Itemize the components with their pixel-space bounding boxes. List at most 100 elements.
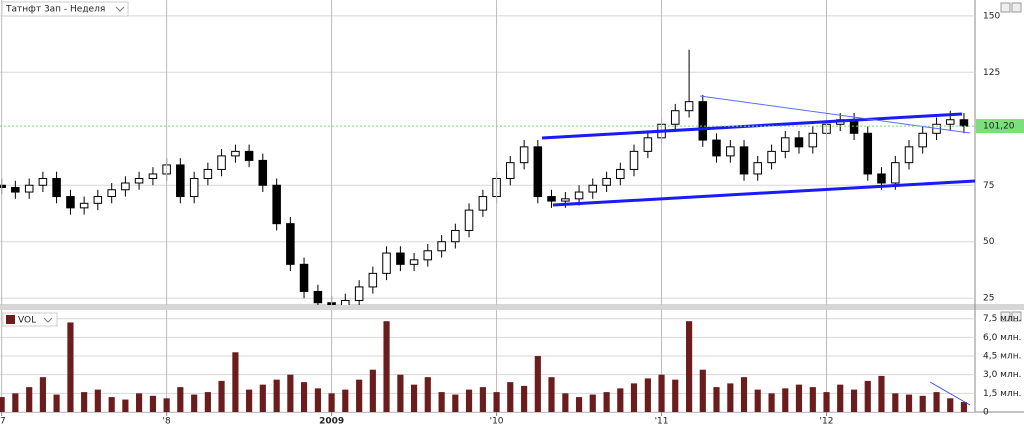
candle-body: [698, 101, 708, 141]
candle-body: [643, 137, 653, 152]
candle-body: [93, 196, 103, 204]
y-tick-label: 4,5 млн.: [983, 352, 1021, 362]
candle-body: [203, 168, 213, 179]
volume-bar: [947, 398, 954, 412]
candle-body: [0, 184, 6, 189]
candle-body: [52, 177, 61, 198]
x-tick-label: '12: [820, 417, 834, 427]
volume-bar: [507, 382, 514, 412]
panel-button[interactable]: [1011, 311, 1022, 322]
candle-body: [794, 137, 804, 148]
candle-body: [767, 150, 776, 164]
last-price-box: [976, 119, 1024, 134]
candle-body: [670, 110, 680, 125]
candle-body: [451, 229, 460, 243]
volume-bar: [740, 377, 748, 412]
candle-body: [148, 173, 158, 179]
candle-body: [945, 119, 955, 125]
volume-bar: [617, 388, 624, 412]
volume-bar: [603, 392, 610, 412]
candle-body: [189, 177, 199, 198]
volume-bar: [26, 387, 33, 412]
panel-button[interactable]: [1000, 311, 1011, 322]
volume-bar: [878, 375, 885, 412]
volume-bar: [177, 387, 184, 412]
candle-body: [877, 173, 886, 184]
volume-bar: [630, 383, 638, 412]
volume-bar: [149, 395, 157, 412]
volume-bar: [397, 374, 404, 412]
y-tick-label: 125: [983, 68, 1000, 78]
volume-plot: [0, 310, 975, 412]
candle-body: [863, 132, 873, 175]
last-price-label: 101,20: [983, 122, 1015, 132]
volume-bar: [53, 394, 60, 412]
candle-body: [684, 101, 694, 112]
volume-bar: [548, 377, 555, 412]
candle-body: [38, 177, 48, 186]
volume-bar: [672, 379, 679, 412]
volume-bar: [383, 321, 390, 412]
panel-button[interactable]: [1011, 2, 1022, 13]
candle-body: [24, 184, 34, 193]
candle-body: [217, 155, 226, 170]
y-tick-label: 50: [983, 237, 995, 247]
volume-bar: [809, 387, 816, 412]
volume-bar: [658, 374, 665, 412]
candle-body: [341, 299, 350, 305]
x-tick-label: '8: [163, 417, 171, 427]
volume-bar: [438, 392, 445, 412]
volume-bar: [575, 397, 583, 412]
volume-bar: [782, 388, 789, 412]
volume-bar: [452, 394, 459, 412]
volume-bar: [411, 384, 418, 412]
candle-body: [134, 177, 144, 184]
candle-body: [121, 182, 130, 191]
dropdown-arrow: [43, 317, 53, 323]
volume-bar: [287, 374, 294, 412]
volume-bar: [218, 380, 225, 412]
candle-body: [423, 250, 433, 261]
symbol-selector[interactable]: [1, 1, 129, 17]
trend-line: [699, 95, 971, 134]
price-plot: [0, 0, 975, 305]
candle-body: [258, 159, 268, 186]
volume-bar: [686, 321, 693, 412]
volume-bar: [713, 387, 720, 412]
candle-body: [616, 168, 625, 179]
volume-bar: [699, 369, 706, 412]
volume-bar: [246, 389, 253, 412]
volume-bar: [424, 377, 431, 412]
panel-separator: [0, 304, 1024, 310]
candle-body: [506, 162, 515, 179]
volume-bar: [905, 394, 913, 412]
volume-bar: [919, 395, 926, 412]
volume-bar: [94, 389, 101, 412]
volume-bar: [204, 392, 211, 412]
panel-buttons: [1000, 2, 1022, 322]
candle-body: [629, 150, 639, 170]
panel-button[interactable]: [1000, 2, 1011, 13]
x-tick-label: '10: [490, 417, 504, 427]
candle-body: [11, 187, 20, 193]
volume-bar: [300, 382, 308, 412]
volume-bar: [39, 377, 46, 412]
candle-body: [574, 191, 584, 200]
candle-body: [918, 132, 927, 148]
volume-bar: [0, 397, 5, 412]
candle-body: [313, 290, 323, 304]
volume-bar: [960, 402, 968, 412]
volume-bar: [479, 387, 486, 412]
volume-bar: [122, 399, 129, 412]
legend-box[interactable]: [2, 312, 58, 327]
volume-bar: [342, 389, 349, 412]
y-tick-label: 7,5 млн.: [983, 314, 1021, 324]
volume-bar: [768, 393, 775, 412]
candle-body: [382, 252, 391, 274]
volume-bar: [191, 394, 198, 412]
candle-body: [712, 139, 721, 157]
y-tick-label: 1,5 млн.: [983, 389, 1021, 399]
volume-bar: [534, 356, 541, 412]
candle-body: [66, 196, 75, 209]
